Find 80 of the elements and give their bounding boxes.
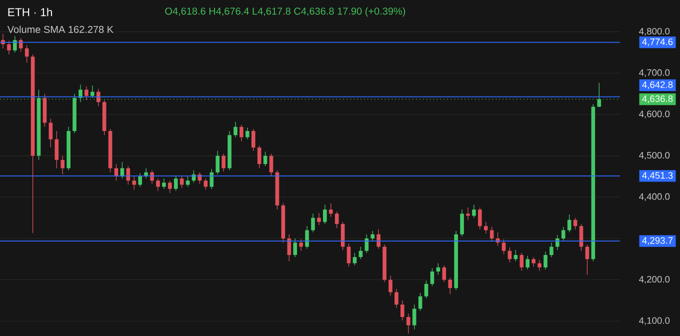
candlestick [412, 304, 416, 330]
candlestick [370, 230, 375, 241]
candlestick [60, 155, 65, 175]
annotation: O4,618.6 H4,676.4 L4,617.8 C4,636.8 17.90 (+0.39%) [165, 7, 406, 17]
candlestick [352, 252, 357, 266]
candlestick [424, 280, 428, 299]
candlestick [311, 213, 315, 233]
candlestick [597, 82, 602, 108]
candlestick [84, 86, 88, 100]
candlestick [490, 226, 494, 242]
ref-line-label: 4,636.8 [642, 95, 673, 104]
y-tick-label: 4,800.0 [639, 28, 670, 36]
candlestick [448, 277, 452, 295]
candlestick [550, 242, 554, 258]
candlestick [96, 88, 100, 107]
candlestick [520, 252, 524, 272]
candlestick [466, 207, 470, 220]
candlestick [323, 204, 327, 224]
candlestick [90, 85, 94, 98]
candlestick [18, 38, 23, 52]
text: ETH · 1h [8, 8, 52, 16]
candlestick [246, 127, 250, 140]
candlestick [334, 211, 339, 228]
candlestick [406, 313, 410, 334]
candlestick [78, 84, 82, 102]
candlestick [174, 175, 178, 192]
candlestick [293, 238, 298, 258]
candlestick [240, 124, 244, 142]
candlestick [156, 178, 160, 192]
candlestick [484, 222, 488, 234]
candlestick [251, 128, 256, 152]
candlestick [216, 150, 220, 175]
y-tick-label: 4,100.0 [639, 317, 670, 325]
candlestick [400, 300, 404, 321]
candlestick [472, 204, 476, 218]
candlestick [526, 255, 530, 270]
candlestick [210, 168, 214, 190]
candlestick [299, 238, 303, 252]
candlestick [561, 226, 566, 241]
candlestick [442, 264, 446, 282]
y-tick-label: 4,700.0 [639, 69, 670, 77]
candlestick [162, 178, 166, 190]
candlestick [204, 178, 208, 190]
candlestick [478, 207, 482, 230]
candlestick [585, 244, 590, 276]
y-tick-label: 4,600.0 [639, 110, 670, 118]
ref-line-label: 4,293.7 [642, 237, 673, 245]
ref-line-label: 4,451.3 [642, 172, 673, 180]
candlestick [269, 153, 274, 177]
candlestick [287, 234, 292, 262]
candlestick [54, 130, 59, 169]
candlestick [48, 118, 53, 148]
ref-line-label: 4,642.8 [642, 81, 673, 90]
candlestick [376, 229, 380, 250]
candlestick [234, 122, 238, 138]
candlestick [394, 288, 398, 308]
candlestick [13, 36, 17, 53]
candlestick [544, 251, 548, 270]
candlestick [138, 172, 142, 188]
candlestick [430, 268, 434, 286]
candlestick [132, 176, 136, 190]
candlestick [257, 145, 262, 169]
annotation: Volume SMA 162.278 K [7, 26, 114, 34]
candlestick [388, 275, 392, 296]
candlestick [222, 153, 226, 172]
y-tick-label: 4,400.0 [639, 193, 670, 201]
candlestick [346, 243, 351, 267]
y-tick-label: 4,500.0 [639, 152, 670, 160]
ref-line-label: 4,774.6 [642, 38, 673, 46]
candlestick [460, 209, 464, 237]
candlestick [305, 226, 309, 250]
candlestick [7, 40, 11, 55]
candlestick [364, 234, 369, 254]
candlestick [168, 180, 172, 194]
candlestick [532, 256, 536, 267]
candlestick [328, 202, 333, 218]
y-tick-label: 4,200.0 [639, 276, 670, 284]
candlestick [538, 260, 542, 272]
candlestick [317, 212, 321, 226]
candlestick [502, 238, 506, 254]
